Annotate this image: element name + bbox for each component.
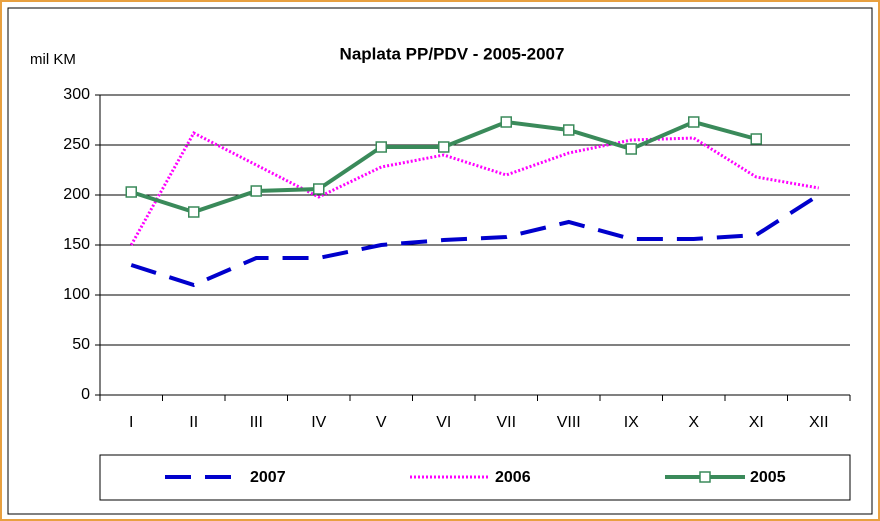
x-tick-label: VIII <box>557 414 581 431</box>
legend-label: 2006 <box>495 469 531 486</box>
marker <box>563 124 575 136</box>
y-tick-label: 300 <box>63 86 90 103</box>
x-tick-label: X <box>688 414 699 431</box>
marker <box>750 133 762 145</box>
marker <box>438 141 450 153</box>
y-tick-label: 250 <box>63 136 90 153</box>
y-tick-label: 50 <box>72 336 90 353</box>
x-tick-label: VI <box>436 414 451 431</box>
x-tick-label: V <box>376 414 387 431</box>
y-tick-label: 200 <box>63 186 90 203</box>
marker <box>688 116 700 128</box>
marker <box>250 185 262 197</box>
marker <box>625 143 637 155</box>
legend-label: 2007 <box>250 469 286 486</box>
legend-label: 2005 <box>750 469 786 486</box>
x-tick-label: I <box>129 414 133 431</box>
legend-marker <box>699 471 711 483</box>
marker <box>375 141 387 153</box>
series-line <box>130 193 820 288</box>
marker <box>188 206 200 218</box>
chart-title: Naplata PP/PDV - 2005-2007 <box>340 44 565 63</box>
x-tick-label: II <box>189 414 198 431</box>
legend-box <box>99 454 851 501</box>
x-tick-label: XII <box>809 414 829 431</box>
y-tick-label: 100 <box>63 286 90 303</box>
x-tick-label: XI <box>749 414 764 431</box>
marker <box>500 116 512 128</box>
x-tick-label: IV <box>311 414 326 431</box>
y-tick-label: 0 <box>81 386 90 403</box>
marker <box>313 183 325 195</box>
marker <box>125 186 137 198</box>
x-tick-label: VII <box>496 414 516 431</box>
y-tick-label: 150 <box>63 236 90 253</box>
series-line <box>129 131 820 246</box>
x-tick-label: III <box>250 414 263 431</box>
chart-frame <box>7 7 873 515</box>
x-tick-label: IX <box>624 414 639 431</box>
y-axis-label: mil KM <box>30 51 76 68</box>
